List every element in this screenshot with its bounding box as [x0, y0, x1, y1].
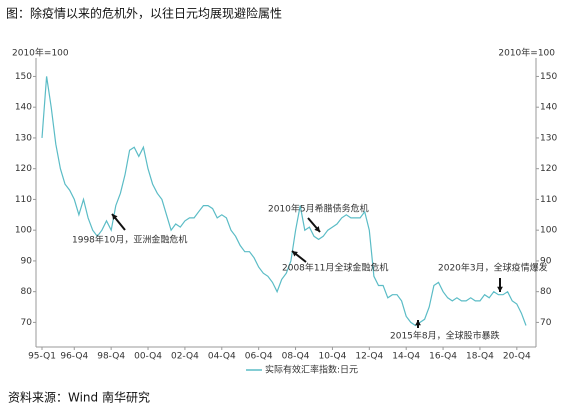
annotation: 2020年3月，全球疫情爆发	[438, 262, 548, 274]
x-tick-label: 14-Q4	[392, 352, 420, 362]
source: 资料来源：Wind 南华研究	[8, 390, 150, 405]
x-tick-label: 98-Q4	[97, 352, 125, 362]
y2-tick-label: 130	[540, 133, 557, 143]
y-tick-label: 150	[15, 72, 32, 82]
x-tick-label: 18-Q4	[466, 352, 494, 362]
annotation-arrowhead	[112, 214, 118, 220]
y2-tick-label: 80	[540, 287, 552, 297]
annotation-arrowhead	[415, 320, 421, 326]
line	[41, 76, 527, 327]
y2-tick-label: 100	[540, 226, 557, 236]
y2-tick-label: 110	[540, 195, 557, 205]
y-tick-label: 140	[15, 103, 32, 113]
x-tick-label: 06-Q4	[245, 352, 273, 362]
legend-label: 实际有效汇率指数:日元	[265, 364, 358, 376]
annotation-arrowhead	[314, 226, 320, 232]
x-tick-label: 95-Q1	[28, 352, 56, 362]
annotation: 1998年10月，亚洲金融危机	[72, 234, 187, 246]
y-tick-label: 90	[21, 256, 33, 266]
y2-tick-label: 140	[540, 103, 557, 113]
annotation: 2008年11月全球金融危机	[282, 262, 388, 274]
chart-title: 图：除疫情以来的危机外，以往日元均展现避险属性	[6, 6, 282, 21]
x-tick-label: 08-Q4	[282, 352, 310, 362]
x-tick-label: 00-Q4	[134, 352, 162, 362]
x-tick-label: 02-Q4	[171, 352, 199, 362]
y-tick-label: 130	[15, 133, 32, 143]
annotation-arrowhead	[497, 286, 503, 292]
y2-tick-label: 90	[540, 256, 552, 266]
y-tick-label: 120	[15, 164, 32, 174]
x-tick-label: 16-Q4	[429, 352, 457, 362]
y2-tick-label: 70	[540, 318, 552, 328]
y-tick-label: 70	[21, 318, 33, 328]
annotation: 2010年5月希腊债务危机	[268, 203, 369, 215]
x-tick-label: 12-Q4	[355, 352, 383, 362]
x-tick-label: 04-Q4	[208, 352, 236, 362]
y-tick-label: 80	[21, 287, 33, 297]
y2-tick-label: 150	[540, 72, 557, 82]
y-axis-label: 2010年=100	[12, 47, 69, 59]
y-tick-label: 110	[15, 195, 32, 205]
annotation: 2015年8月，全球股市暴跌	[390, 330, 500, 342]
annotation-arrowhead	[292, 251, 298, 257]
x-tick-label: 10-Q4	[319, 352, 347, 362]
y2-tick-label: 120	[540, 164, 557, 174]
x-tick-label: 96-Q4	[60, 352, 88, 362]
y-tick-label: 100	[15, 226, 32, 236]
y2-axis-label: 2010年=100	[498, 47, 555, 59]
x-tick-label: 20-Q4	[503, 352, 531, 362]
